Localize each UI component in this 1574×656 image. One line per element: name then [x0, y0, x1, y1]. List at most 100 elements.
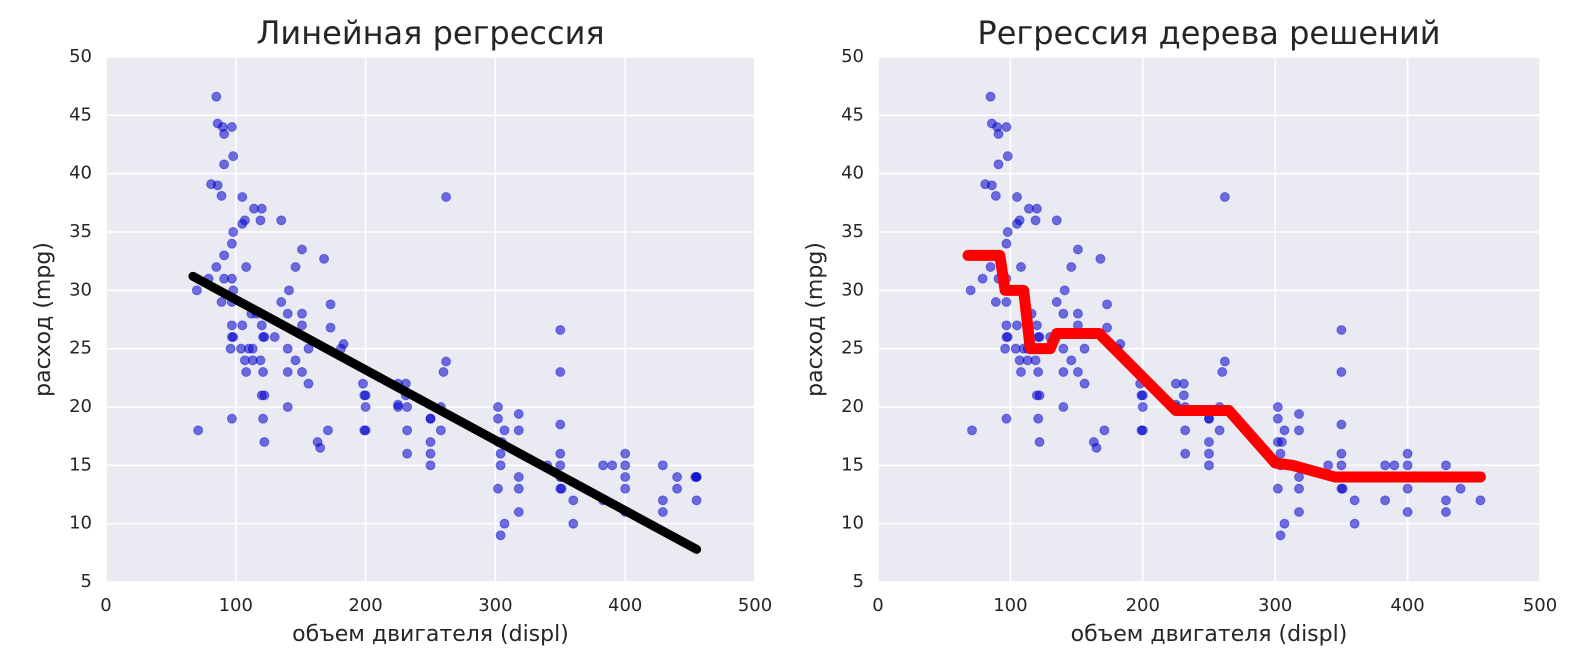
scatter-point	[620, 448, 631, 459]
scatter-point	[1102, 322, 1113, 333]
scatter-point	[657, 507, 668, 517]
x-tick-label: 200	[1126, 595, 1160, 616]
scatter-point	[1099, 425, 1110, 436]
scatter-point	[1034, 437, 1045, 447]
scatter-point	[219, 159, 230, 170]
scatter-point	[1079, 343, 1090, 354]
y-tick-label: 30	[69, 279, 92, 300]
scatter-point	[237, 320, 248, 331]
scatter-point	[358, 378, 369, 389]
scatter-point	[1294, 425, 1305, 436]
scatter-point	[216, 190, 227, 201]
scatter-point	[1137, 402, 1148, 412]
scatter-point	[402, 402, 413, 412]
scatter-point	[1066, 355, 1077, 366]
scatter-point	[555, 419, 566, 430]
scatter-point	[1279, 425, 1290, 436]
scatter-point	[977, 273, 988, 284]
scatter-point	[239, 215, 250, 226]
scatter-point	[990, 297, 1001, 307]
scatter-point	[1031, 320, 1042, 331]
scatter-point	[226, 413, 237, 424]
scatter-point	[1030, 355, 1041, 366]
y-axis-label: расход (mpg)	[31, 242, 56, 397]
scatter-point	[282, 308, 293, 319]
y-tick-label: 30	[841, 279, 864, 300]
scatter-point	[1402, 507, 1413, 517]
scatter-point	[1033, 367, 1044, 377]
scatter-point	[296, 320, 307, 331]
scatter-point	[441, 192, 452, 202]
scatter-point	[1217, 367, 1228, 377]
scatter-point	[1219, 356, 1230, 367]
scatter-point	[1051, 297, 1062, 307]
scatter-point	[360, 402, 371, 412]
scatter-point	[282, 402, 293, 412]
scatter-point	[1380, 495, 1391, 506]
scatter-point	[216, 297, 227, 307]
scatter-point	[1079, 378, 1090, 389]
scatter-point	[1012, 320, 1023, 331]
scatter-point	[492, 413, 503, 424]
scatter-point	[620, 472, 631, 482]
scatter-point	[219, 250, 230, 261]
scatter-point	[495, 460, 506, 471]
scatter-point	[513, 472, 524, 482]
scatter-point	[1059, 285, 1070, 296]
x-axis-label: объем двигателя (displ)	[292, 622, 569, 647]
fit-line	[188, 271, 702, 554]
scatter-point	[965, 285, 976, 296]
scatter-point	[1015, 367, 1026, 377]
x-tick-label: 500	[738, 595, 772, 616]
x-tick-label: 100	[219, 595, 253, 616]
scatter-point	[691, 495, 702, 506]
scatter-point	[1475, 495, 1486, 506]
chart-title: Линейная регрессия	[256, 14, 604, 52]
scatter-point	[1072, 308, 1083, 319]
scatter-point	[1001, 238, 1012, 249]
scatter-point	[228, 332, 239, 342]
scatter-point	[1051, 215, 1062, 226]
scatter-point	[1272, 483, 1283, 494]
scatter-point	[259, 390, 270, 401]
scatter-point	[1091, 442, 1102, 453]
y-tick-label: 5	[81, 571, 92, 592]
x-tick-label: 100	[993, 595, 1027, 616]
y-tick-label: 45	[841, 104, 864, 125]
scatter-point	[607, 460, 618, 471]
scatter-point	[1002, 227, 1013, 237]
scatter-point	[1294, 409, 1305, 419]
subplot: 0 100 200 300 400 500 5 10 15 20 25 30 35 40 45 50 Линей…	[31, 14, 772, 647]
scatter-point	[993, 159, 1004, 170]
scatter-point	[1014, 355, 1025, 366]
scatter-point	[322, 425, 333, 436]
scatter-point	[226, 238, 237, 249]
scatter-point	[1336, 325, 1347, 335]
scatter-point	[360, 425, 371, 436]
scatter-point	[985, 262, 996, 272]
scatter-point	[290, 355, 301, 366]
y-tick-label: 20	[841, 396, 864, 417]
scatter-point	[657, 460, 668, 471]
scatter-point	[276, 297, 287, 307]
scatter-point	[1002, 151, 1013, 162]
scatter-point	[513, 507, 524, 517]
scatter-point	[1219, 192, 1230, 202]
scatter-point	[1058, 308, 1069, 319]
scatter-point	[1294, 472, 1305, 482]
y-axis-label: расход (mpg)	[803, 242, 828, 397]
subplot: 0 100 200 300 400 500 5 10 15 20 25 30 35 40 45 50 Регре…	[803, 14, 1557, 647]
scatter-point	[296, 367, 307, 377]
scatter-point	[212, 180, 223, 191]
x-tick-label: 300	[478, 595, 512, 616]
scatter-point	[986, 118, 997, 129]
x-tick-label: 300	[1258, 595, 1292, 616]
fit-line	[962, 249, 1486, 483]
scatter-point	[258, 367, 269, 377]
scatter-point	[1001, 297, 1012, 307]
scatter-point	[247, 343, 258, 354]
scatter-point	[1178, 390, 1189, 401]
scatter-point	[1010, 343, 1021, 354]
scatter-point	[1272, 413, 1283, 424]
y-tick-label: 35	[69, 221, 92, 242]
